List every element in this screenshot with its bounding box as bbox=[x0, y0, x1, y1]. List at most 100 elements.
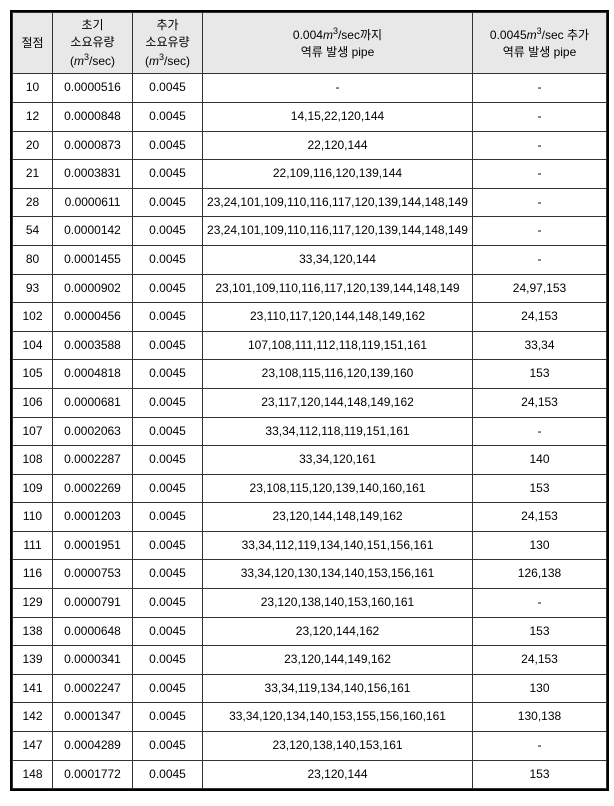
cell-pipes2: - bbox=[473, 417, 607, 446]
cell-pipes1: 33,34,120,144 bbox=[203, 245, 473, 274]
cell-add: 0.0045 bbox=[133, 74, 203, 103]
cell-node: 28 bbox=[13, 188, 53, 217]
cell-node: 107 bbox=[13, 417, 53, 446]
cell-pipes2: - bbox=[473, 131, 607, 160]
header-init-line1: 초기 bbox=[81, 18, 103, 32]
cell-pipes1: 33,34,120,161 bbox=[203, 446, 473, 475]
table-row: 280.00006110.004523,24,101,109,110,116,1… bbox=[13, 188, 607, 217]
cell-pipes1: 14,15,22,120,144 bbox=[203, 102, 473, 131]
cell-pipes1: 33,34,120,134,140,153,155,156,160,161 bbox=[203, 703, 473, 732]
cell-node: 10 bbox=[13, 74, 53, 103]
cell-init: 0.0000848 bbox=[53, 102, 133, 131]
header-init-line2: 소요유량 bbox=[70, 35, 114, 49]
header-init-unit: (m3/sec) bbox=[70, 54, 115, 68]
cell-pipes2: 130 bbox=[473, 674, 607, 703]
cell-init: 0.0001347 bbox=[53, 703, 133, 732]
cell-init: 0.0002063 bbox=[53, 417, 133, 446]
table-row: 1070.00020630.004533,34,112,118,119,151,… bbox=[13, 417, 607, 446]
cell-init: 0.0000648 bbox=[53, 617, 133, 646]
cell-init: 0.0003831 bbox=[53, 160, 133, 189]
cell-add: 0.0045 bbox=[133, 331, 203, 360]
cell-add: 0.0045 bbox=[133, 131, 203, 160]
cell-add: 0.0045 bbox=[133, 217, 203, 246]
header-pipes-0045: 0.0045m3/sec 추가 역류 발생 pipe bbox=[473, 13, 607, 74]
cell-add: 0.0045 bbox=[133, 303, 203, 332]
table-row: 210.00038310.004522,109,116,120,139,144- bbox=[13, 160, 607, 189]
cell-pipes2: - bbox=[473, 589, 607, 618]
cell-add: 0.0045 bbox=[133, 503, 203, 532]
cell-node: 104 bbox=[13, 331, 53, 360]
table-row: 1290.00007910.004523,120,138,140,153,160… bbox=[13, 589, 607, 618]
cell-pipes2: 24,153 bbox=[473, 646, 607, 675]
cell-init: 0.0000791 bbox=[53, 589, 133, 618]
cell-pipes1: 33,34,112,118,119,151,161 bbox=[203, 417, 473, 446]
table-row: 1480.00017720.004523,120,144153 bbox=[13, 760, 607, 789]
table-row: 1060.00006810.004523,117,120,144,148,149… bbox=[13, 388, 607, 417]
cell-add: 0.0045 bbox=[133, 646, 203, 675]
cell-init: 0.0000873 bbox=[53, 131, 133, 160]
cell-node: 110 bbox=[13, 503, 53, 532]
cell-pipes1: 23,108,115,120,139,140,160,161 bbox=[203, 474, 473, 503]
cell-init: 0.0001951 bbox=[53, 531, 133, 560]
cell-node: 20 bbox=[13, 131, 53, 160]
cell-pipes2: 140 bbox=[473, 446, 607, 475]
cell-pipes2: - bbox=[473, 102, 607, 131]
cell-init: 0.0000341 bbox=[53, 646, 133, 675]
cell-node: 148 bbox=[13, 760, 53, 789]
cell-pipes1: 22,109,116,120,139,144 bbox=[203, 160, 473, 189]
cell-init: 0.0001455 bbox=[53, 245, 133, 274]
cell-pipes2: 153 bbox=[473, 617, 607, 646]
cell-add: 0.0045 bbox=[133, 188, 203, 217]
cell-add: 0.0045 bbox=[133, 102, 203, 131]
cell-add: 0.0045 bbox=[133, 446, 203, 475]
cell-node: 142 bbox=[13, 703, 53, 732]
table-row: 1380.00006480.004523,120,144,162153 bbox=[13, 617, 607, 646]
cell-node: 93 bbox=[13, 274, 53, 303]
table-body: 100.00005160.0045--120.00008480.004514,1… bbox=[13, 74, 607, 789]
cell-init: 0.0000611 bbox=[53, 188, 133, 217]
cell-pipes2: 130 bbox=[473, 531, 607, 560]
cell-pipes1: 23,120,144,148,149,162 bbox=[203, 503, 473, 532]
cell-pipes2: 153 bbox=[473, 760, 607, 789]
table-row: 1110.00019510.004533,34,112,119,134,140,… bbox=[13, 531, 607, 560]
table-header: 절점 초기 소요유량 (m3/sec) 추가 소요유량 (m3/sec) 0.0… bbox=[13, 13, 607, 74]
table-row: 930.00009020.004523,101,109,110,116,117,… bbox=[13, 274, 607, 303]
cell-init: 0.0004818 bbox=[53, 360, 133, 389]
cell-pipes1: 23,117,120,144,148,149,162 bbox=[203, 388, 473, 417]
cell-pipes1: 23,110,117,120,144,148,149,162 bbox=[203, 303, 473, 332]
table-row: 1410.00022470.004533,34,119,134,140,156,… bbox=[13, 674, 607, 703]
cell-add: 0.0045 bbox=[133, 560, 203, 589]
cell-pipes1: 23,101,109,110,116,117,120,139,144,148,1… bbox=[203, 274, 473, 303]
header-add-line2: 소요유량 bbox=[145, 35, 189, 49]
table-row: 800.00014550.004533,34,120,144- bbox=[13, 245, 607, 274]
cell-node: 54 bbox=[13, 217, 53, 246]
cell-pipes2: 126,138 bbox=[473, 560, 607, 589]
cell-pipes2: - bbox=[473, 245, 607, 274]
cell-add: 0.0045 bbox=[133, 160, 203, 189]
header-node-label: 절점 bbox=[21, 36, 43, 50]
cell-add: 0.0045 bbox=[133, 360, 203, 389]
header-pipes1-line1: 0.004m3/sec까지 bbox=[293, 28, 382, 42]
cell-node: 138 bbox=[13, 617, 53, 646]
cell-add: 0.0045 bbox=[133, 417, 203, 446]
table-row: 1100.00012030.004523,120,144,148,149,162… bbox=[13, 503, 607, 532]
cell-pipes1: 33,34,120,130,134,140,153,156,161 bbox=[203, 560, 473, 589]
cell-init: 0.0001772 bbox=[53, 760, 133, 789]
cell-init: 0.0000516 bbox=[53, 74, 133, 103]
cell-pipes1: 23,120,144,162 bbox=[203, 617, 473, 646]
cell-add: 0.0045 bbox=[133, 531, 203, 560]
table-row: 1080.00022870.004533,34,120,161140 bbox=[13, 446, 607, 475]
table-row: 1050.00048180.004523,108,115,116,120,139… bbox=[13, 360, 607, 389]
cell-pipes2: 130,138 bbox=[473, 703, 607, 732]
cell-node: 105 bbox=[13, 360, 53, 389]
cell-pipes2: - bbox=[473, 74, 607, 103]
cell-pipes1: 22,120,144 bbox=[203, 131, 473, 160]
cell-pipes2: 153 bbox=[473, 474, 607, 503]
cell-add: 0.0045 bbox=[133, 589, 203, 618]
header-add-line1: 추가 bbox=[156, 18, 178, 32]
cell-pipes2: 24,153 bbox=[473, 388, 607, 417]
cell-pipes1: - bbox=[203, 74, 473, 103]
table-row: 1420.00013470.004533,34,120,134,140,153,… bbox=[13, 703, 607, 732]
table-wrapper: 절점 초기 소요유량 (m3/sec) 추가 소요유량 (m3/sec) 0.0… bbox=[10, 10, 609, 791]
cell-node: 102 bbox=[13, 303, 53, 332]
